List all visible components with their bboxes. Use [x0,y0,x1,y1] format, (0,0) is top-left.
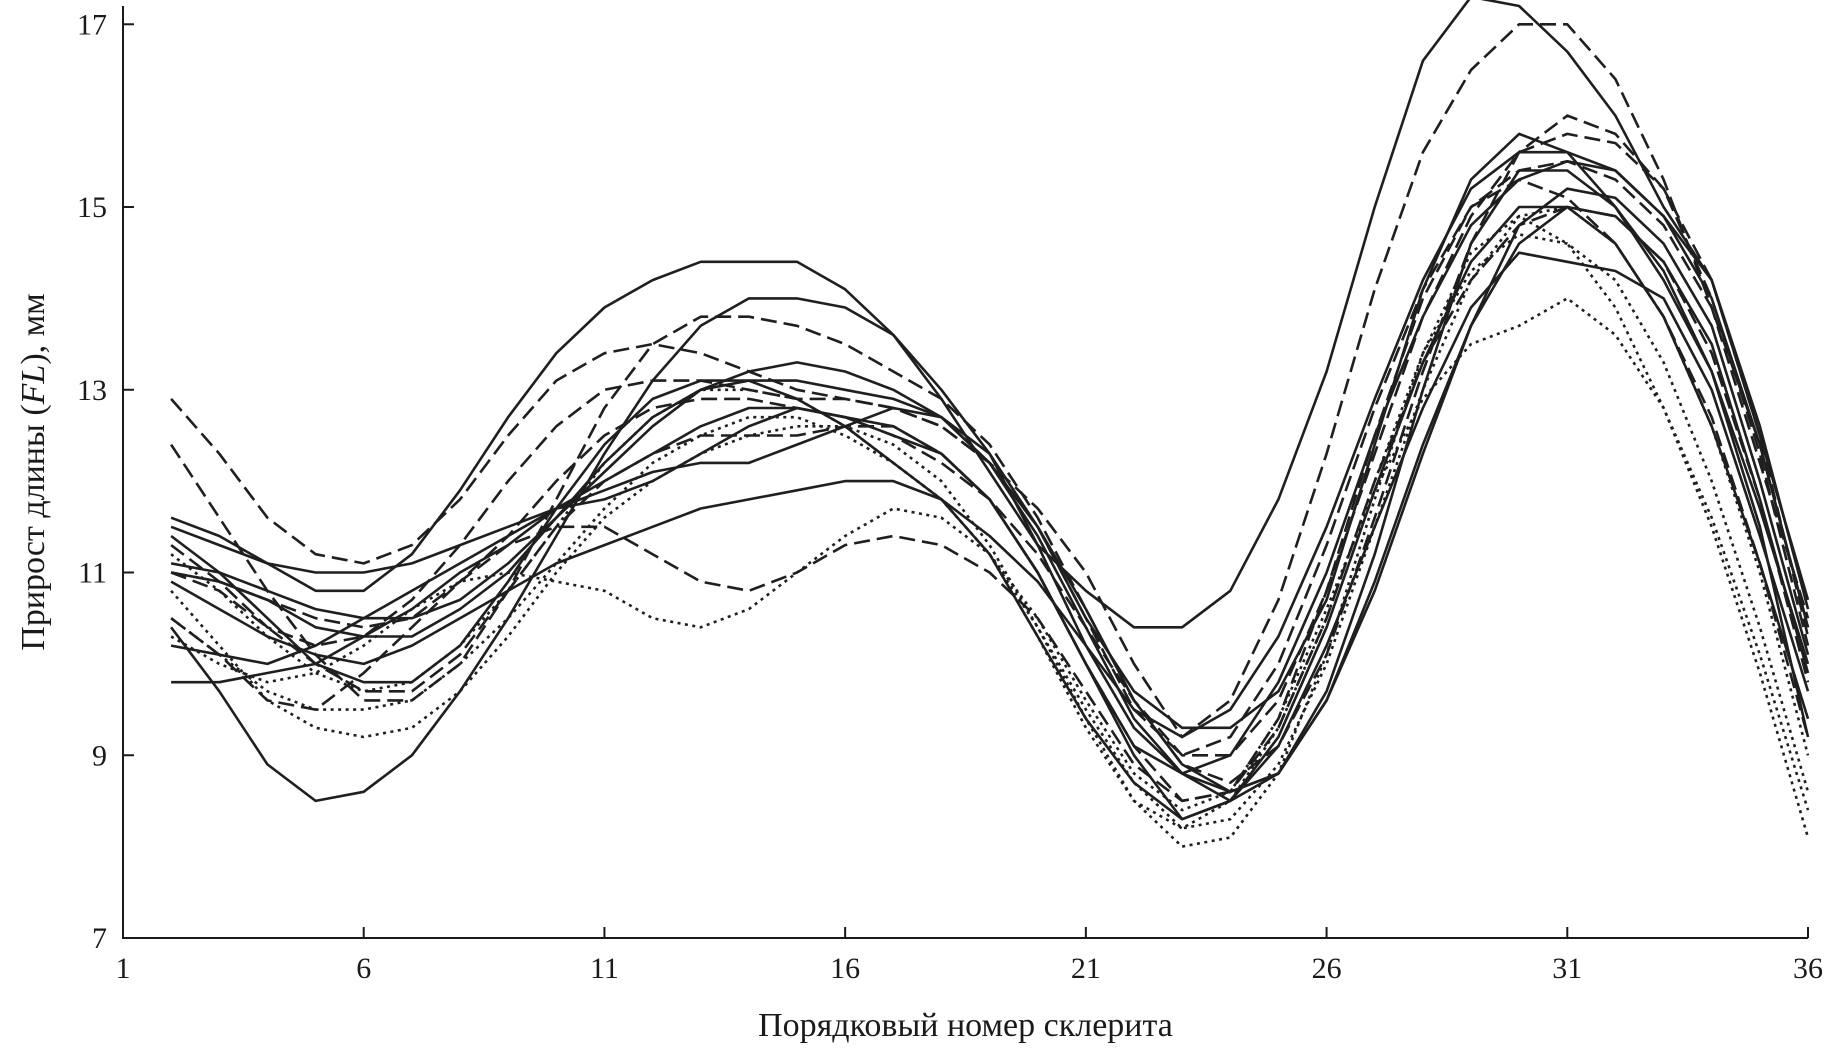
series-line-14 [170,205,1810,803]
series-line-12 [170,160,1810,757]
y-axis-title-part-3: ), мм [15,293,52,364]
series-line-18 [170,233,1810,830]
series-line-17 [170,205,1810,830]
y-tick-label: 15 [77,191,107,224]
series-line-10 [170,22,1810,739]
x-tick-label: 36 [1793,952,1823,985]
series-line-5 [170,187,1810,794]
x-tick-label: 16 [830,952,860,985]
series-line-4 [171,205,1810,821]
y-axis-title-italic: FL [15,365,52,406]
y-tick-label: 11 [78,557,107,590]
series-line-15 [170,132,1810,757]
series-line-7 [170,150,1810,739]
x-tick-label: 26 [1312,952,1342,985]
x-tick-label: 21 [1071,952,1101,985]
series-line-19 [170,297,1810,812]
series-line-1 [170,169,1810,803]
series-layer [170,0,1810,848]
x-tick-label: 31 [1552,952,1582,985]
series-line-13 [170,178,1810,803]
x-tick-label: 11 [590,952,619,985]
x-axis-title: Порядковый номер склерита [758,1007,1173,1044]
x-tick-label: 1 [116,952,131,985]
y-axis-title: Прирост длины (FL), мм [15,293,52,650]
series-line-3 [170,132,1810,730]
x-tick-label: 6 [356,952,371,985]
y-tick-label: 17 [77,8,107,41]
series-line-16 [170,214,1810,848]
y-tick-label: 7 [92,922,107,955]
y-tick-label: 13 [77,374,107,407]
y-axis-title-part-1: Прирост длины ( [15,404,52,650]
plot-axes [122,6,1808,939]
series-line-11 [170,114,1810,785]
series-line-6 [170,160,1810,775]
y-tick-label: 9 [92,739,107,772]
series-line-2 [170,0,1810,629]
